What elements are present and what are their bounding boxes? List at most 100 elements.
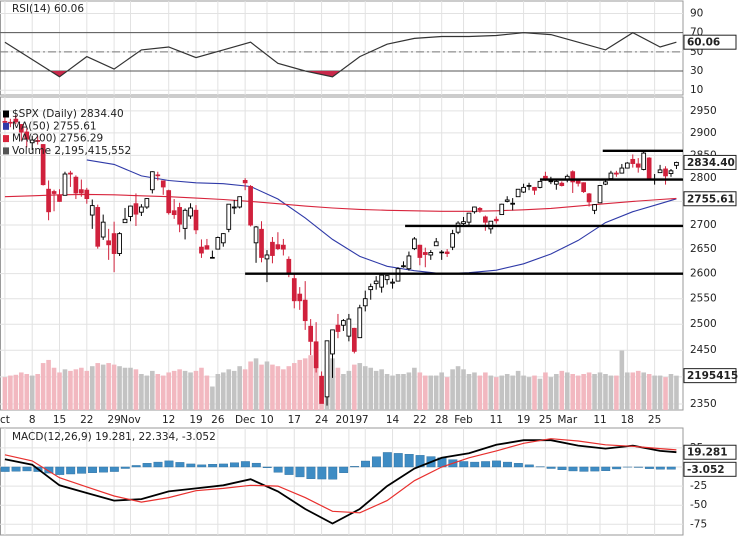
candle-body (575, 180, 581, 184)
volume-bar (619, 350, 625, 410)
histogram-bar (55, 466, 65, 475)
legend-entry: MA(200) 2756.29 (12, 133, 103, 145)
x-tick-label: 7 (362, 414, 369, 426)
volume-bar (504, 374, 510, 410)
candle-body (210, 256, 215, 259)
x-tick-label: Mar (557, 414, 577, 426)
value-badge-label: 60.06 (687, 37, 720, 49)
histogram-bar (339, 466, 349, 473)
histogram-bar (655, 466, 665, 470)
histogram-bar (77, 466, 87, 474)
rsi-line (4, 32, 677, 78)
legend-swatch (3, 110, 9, 118)
x-tick-label: 24 (315, 414, 329, 426)
candle-body (657, 169, 663, 174)
x-tick-label: 10 (260, 414, 273, 426)
histogram-bar (186, 463, 196, 468)
y-tick-label: 90 (690, 7, 703, 19)
candle-body (286, 258, 292, 275)
volume-bar (62, 369, 68, 410)
volume-bar (652, 375, 657, 410)
x-tick-label: 25 (648, 414, 661, 426)
candle-body (46, 188, 51, 213)
candle-body (351, 327, 357, 352)
candle-body (433, 241, 439, 247)
y-tick-label: 2900 (690, 127, 717, 139)
candle-body (614, 172, 619, 175)
candle-body (297, 293, 303, 302)
candle-body (51, 191, 57, 194)
candle-body (139, 206, 144, 213)
candle-body (106, 240, 111, 246)
candle-body (117, 233, 122, 254)
candle-body (335, 324, 341, 332)
candle-body (559, 182, 565, 186)
candle-body (171, 210, 177, 216)
candle-body (532, 186, 537, 191)
volume-bar (493, 377, 499, 410)
volume-bar (237, 366, 242, 410)
volume-bar (603, 374, 608, 410)
candle-body (2, 120, 8, 123)
x-tick-label: 8 (29, 414, 36, 426)
value-badge (683, 444, 737, 460)
y-tick-label: 2500 (690, 318, 717, 330)
volume-bar (24, 374, 30, 410)
candle-body (493, 218, 499, 222)
y-tick-label: 2950 (690, 105, 717, 117)
candle-body (586, 193, 592, 203)
volume-bar (543, 372, 548, 410)
candle-body (330, 329, 335, 355)
candle-body (281, 244, 286, 250)
histogram-bar (240, 461, 250, 468)
volume-bar (395, 374, 401, 410)
candle-body (291, 278, 297, 302)
volume-bar (231, 370, 237, 410)
candle-body (668, 170, 674, 175)
candle-body (62, 173, 68, 196)
candle-body (504, 199, 510, 202)
volume-bar (401, 374, 406, 410)
histogram-bar (262, 466, 272, 468)
volume-bar (373, 370, 379, 410)
histogram-bar (470, 461, 480, 468)
y-tick-label: 2650 (690, 243, 717, 255)
volume-bar (29, 375, 35, 410)
macd-line (4, 439, 677, 525)
volume-bar (412, 367, 417, 410)
histogram-bar (219, 463, 228, 468)
candle-body (84, 189, 90, 200)
histogram-bar (295, 466, 305, 478)
y-tick-label: -25 (690, 480, 707, 492)
volume-bar (450, 369, 455, 410)
volume-bar (57, 372, 62, 410)
candle-body (253, 226, 259, 244)
volume-bar (630, 372, 636, 410)
volume-bar (84, 370, 90, 410)
volume-bar (51, 367, 57, 410)
volume-bar (532, 375, 537, 410)
volume-bar (68, 370, 73, 410)
histogram-bar (579, 466, 589, 472)
candle-body (422, 252, 428, 255)
y-tick-label: 2800 (690, 172, 717, 184)
candle-body (215, 237, 221, 250)
signal-line (4, 438, 677, 514)
candle-body (439, 251, 445, 254)
histogram-bar (317, 466, 327, 480)
value-badge-label: -3.052 (687, 464, 725, 476)
volume-bar (614, 375, 619, 410)
volume-bar (330, 358, 335, 410)
oversold-area (50, 71, 341, 77)
volume-bar (641, 372, 646, 410)
candle-body (160, 180, 166, 188)
volume-bar (608, 375, 614, 410)
volume-bar (95, 363, 101, 410)
x-tick-label: 12 (162, 414, 175, 426)
volume-bar (362, 366, 368, 410)
candle-body (128, 205, 133, 217)
volume-bar (570, 374, 576, 410)
histogram-bar (11, 466, 21, 472)
moving-average (4, 193, 677, 212)
candle-body (18, 124, 24, 133)
